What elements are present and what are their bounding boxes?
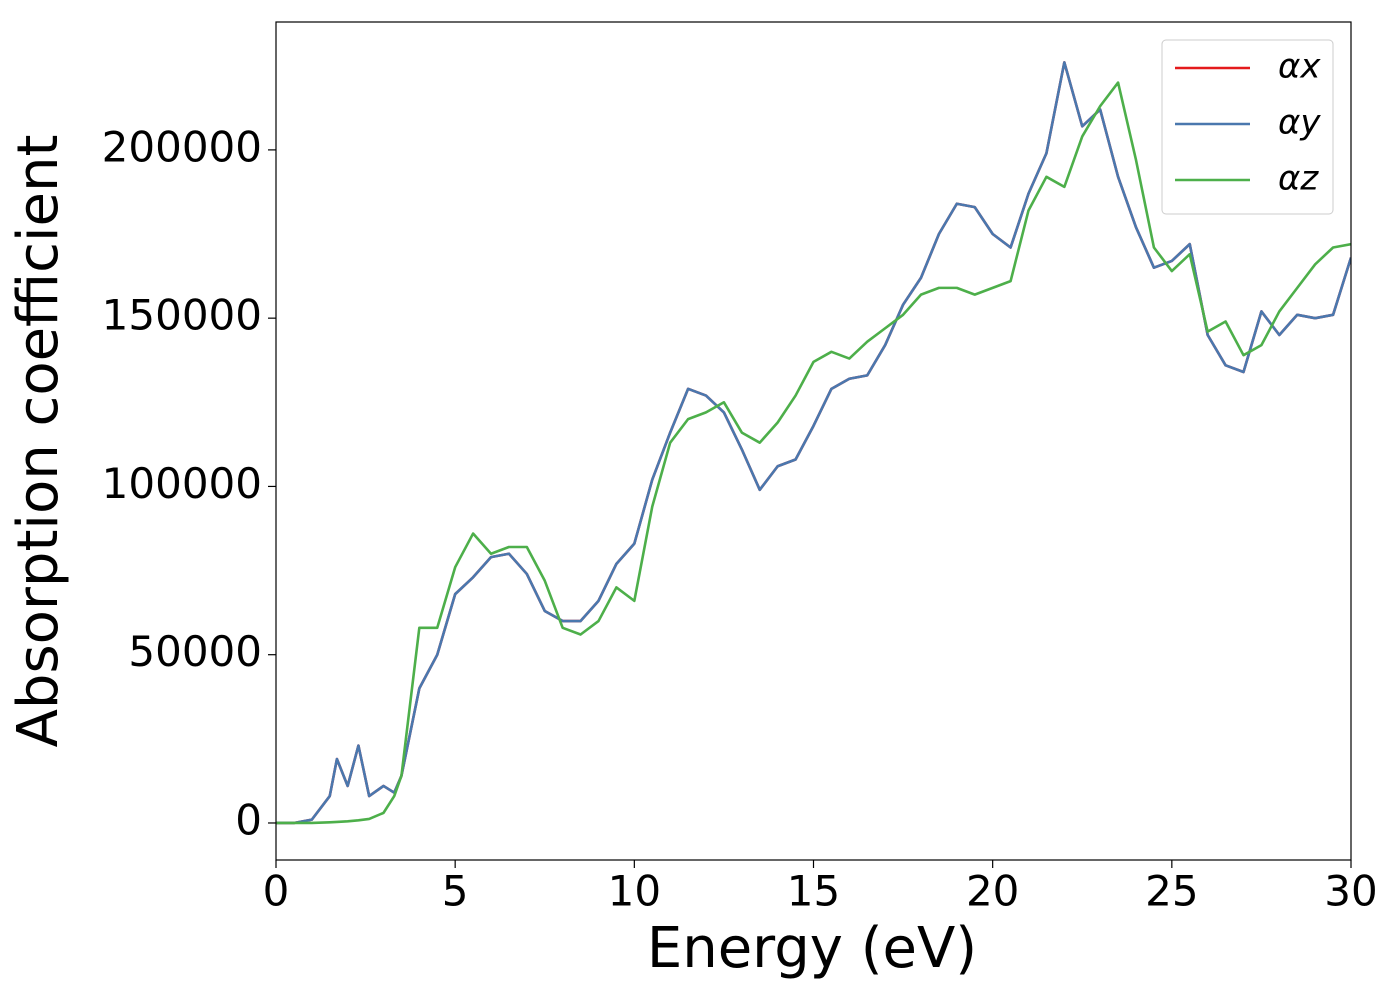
y-axis-label: Absorption coefficient [6,135,71,748]
x-tick-label: 30 [1324,867,1377,916]
series-line [276,61,1351,825]
legend-label: αx [1278,47,1321,87]
legend-box [1161,39,1334,215]
series-line [276,81,1351,825]
legend-label: αy [1278,103,1321,143]
x-tick-label: 10 [608,867,661,916]
plot-frame [275,21,1352,861]
y-tick-label: 50000 [128,627,262,676]
x-tick-label: 25 [1145,867,1198,916]
x-tick-label: 15 [787,867,840,916]
y-tick-label: 0 [235,795,262,844]
y-tick-label: 100000 [102,459,262,508]
x-axis-label: Energy (eV) [647,916,977,981]
x-tick-label: 20 [966,867,1019,916]
x-tick-label: 5 [442,867,469,916]
y-tick-label: 150000 [102,291,262,340]
x-tick-label: 0 [263,867,290,916]
legend-label: αz [1278,159,1319,199]
y-tick-label: 200000 [102,122,262,171]
